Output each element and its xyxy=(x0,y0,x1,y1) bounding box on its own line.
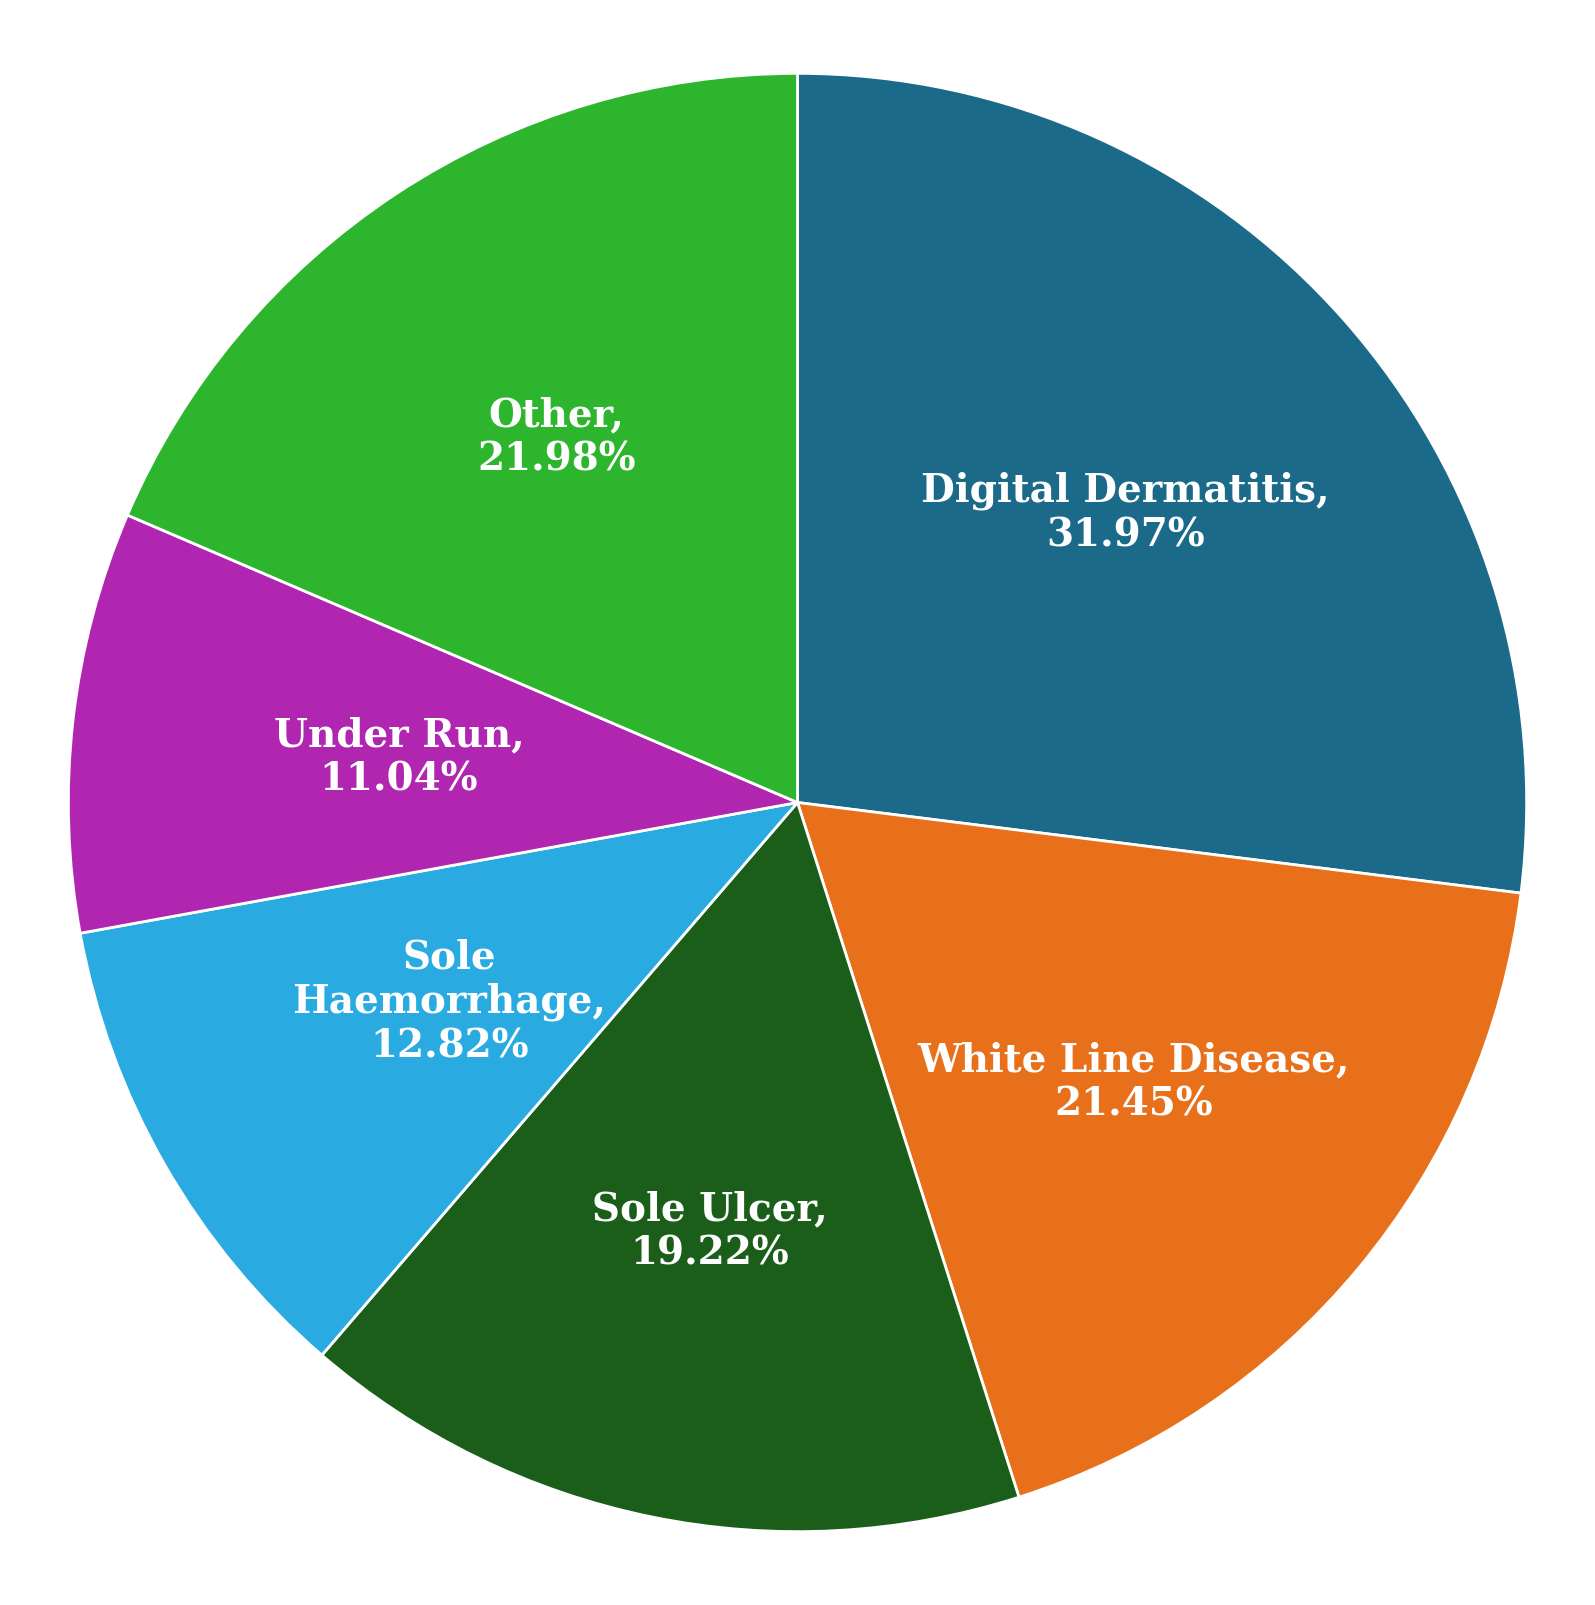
Text: Digital Dermatitis,
31.97%: Digital Dermatitis, 31.97% xyxy=(922,472,1330,554)
Text: White Line Disease,
21.45%: White Line Disease, 21.45% xyxy=(917,1042,1349,1123)
Text: Under Run,
11.04%: Under Run, 11.04% xyxy=(274,716,525,799)
Wedge shape xyxy=(798,802,1522,1497)
Wedge shape xyxy=(798,74,1526,892)
Wedge shape xyxy=(80,802,798,1355)
Text: Other,
21.98%: Other, 21.98% xyxy=(477,396,636,478)
Wedge shape xyxy=(69,515,798,933)
Text: Sole Ulcer,
19.22%: Sole Ulcer, 19.22% xyxy=(592,1191,828,1273)
Wedge shape xyxy=(128,74,798,803)
Wedge shape xyxy=(322,802,1019,1531)
Text: Sole
Haemorrhage,
12.82%: Sole Haemorrhage, 12.82% xyxy=(292,939,606,1066)
